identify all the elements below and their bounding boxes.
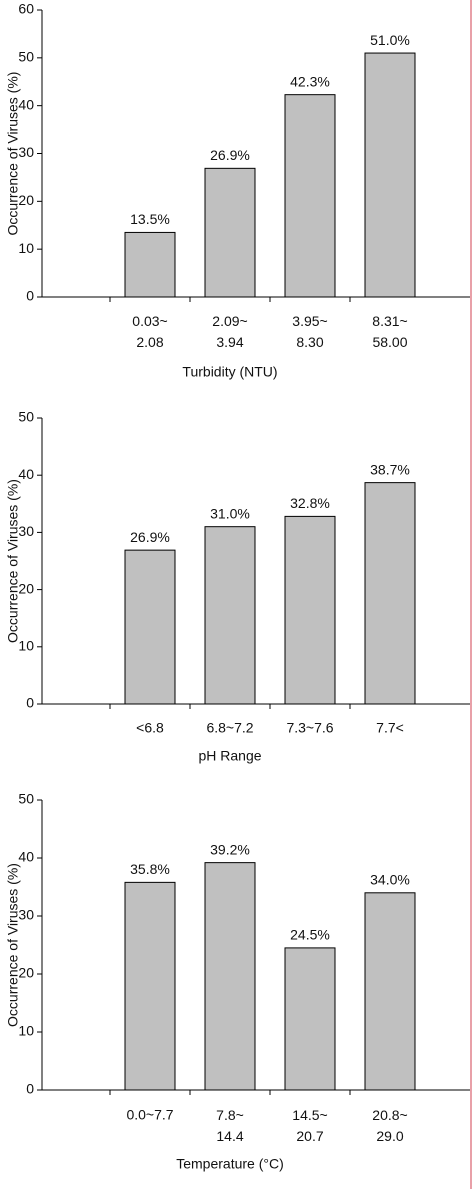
x-axis-label: pH Range [198,748,261,764]
value-label: 32.8% [290,495,330,511]
y-tick-label: 20 [18,192,34,208]
bar [284,515,336,705]
x-tick-label: 14.5~ 20.7 [292,1107,327,1144]
x-tick-label-line: 8.31~ [372,313,407,329]
x-tick-label-line: 2.08 [136,334,163,350]
x-tick-label: 20.8~ 29.0 [372,1107,407,1144]
value-label: 38.7% [370,461,410,477]
x-tick-label-line: 14.5~ [292,1107,327,1123]
x-tick-label-line: 2.09~ [212,313,247,329]
x-tick-label-line: 0.03~ [132,313,167,329]
x-tick-label-line: 8.30 [296,334,323,350]
y-axis-label: Occurrence of Viruses (%) [5,72,21,236]
x-tick-label: 7.8~ 14.4 [216,1107,244,1144]
x-tick-label: 0.03~ 2.08 [132,313,167,350]
y-tick-label: 0 [26,288,34,304]
x-tick-label: 7.7< [376,720,404,736]
x-tick-label: 7.3~7.6 [286,720,333,736]
y-tick-label: 50 [18,791,34,807]
bar [364,52,416,298]
x-tick-label-line: 14.4 [216,1128,243,1144]
x-tick-label-line: 7.8~ [216,1107,244,1123]
y-tick-label: 20 [18,965,34,981]
bar [284,947,336,1091]
y-tick-label: 30 [18,907,34,923]
bar [364,482,416,705]
value-label: 13.5% [130,211,170,227]
x-tick-label: 8.31~ 58.00 [372,313,407,350]
y-tick-label: 40 [18,96,34,112]
y-tick-label: 30 [18,523,34,539]
x-tick-label-line: 58.00 [372,334,407,350]
x-tick-label-line: 29.0 [376,1128,403,1144]
x-tick-label-line: 3.94 [216,334,243,350]
bar [284,94,336,298]
x-tick-label: 6.8~7.2 [206,720,253,736]
bar [204,862,256,1091]
y-tick-label: 50 [18,49,34,65]
value-label: 39.2% [210,841,250,857]
value-label: 34.0% [370,872,410,888]
x-tick-label: 0.0~7.7 [126,1107,173,1123]
value-label: 42.3% [290,73,330,89]
x-tick-label-line: 20.8~ [372,1107,407,1123]
x-tick-label: 3.95~ 8.30 [292,313,327,350]
x-tick-label: 2.09~ 3.94 [212,313,247,350]
bar [364,892,416,1091]
y-tick-label: 10 [18,240,34,256]
y-tick-label: 60 [18,1,34,17]
y-tick-label: 10 [18,1023,34,1039]
y-tick-label: 0 [26,1081,34,1097]
x-tick-label: <6.8 [136,720,164,736]
x-tick-label-line: 3.95~ [292,313,327,329]
x-axis-label: Temperature (°C) [176,1156,284,1172]
x-tick-label-line: 20.7 [296,1128,323,1144]
y-tick-label: 30 [18,144,34,160]
y-axis-label: Occurrence of Viruses (%) [5,863,21,1027]
bar [124,881,176,1091]
value-label: 31.0% [210,505,250,521]
value-label: 26.9% [130,529,170,545]
value-label: 24.5% [290,927,330,943]
bar [124,549,176,705]
bar [204,526,256,705]
value-label: 26.9% [210,147,250,163]
x-axis-label: Turbidity (NTU) [182,364,277,380]
y-tick-label: 40 [18,849,34,865]
y-tick-label: 50 [18,409,34,425]
y-tick-label: 20 [18,580,34,596]
y-tick-label: 10 [18,638,34,654]
bar [124,231,176,298]
bar [204,167,256,298]
y-axis-label: Occurrence of Viruses (%) [5,479,21,643]
value-label: 35.8% [130,861,170,877]
value-label: 51.0% [370,32,410,48]
y-tick-label: 40 [18,466,34,482]
y-tick-label: 0 [26,695,34,711]
